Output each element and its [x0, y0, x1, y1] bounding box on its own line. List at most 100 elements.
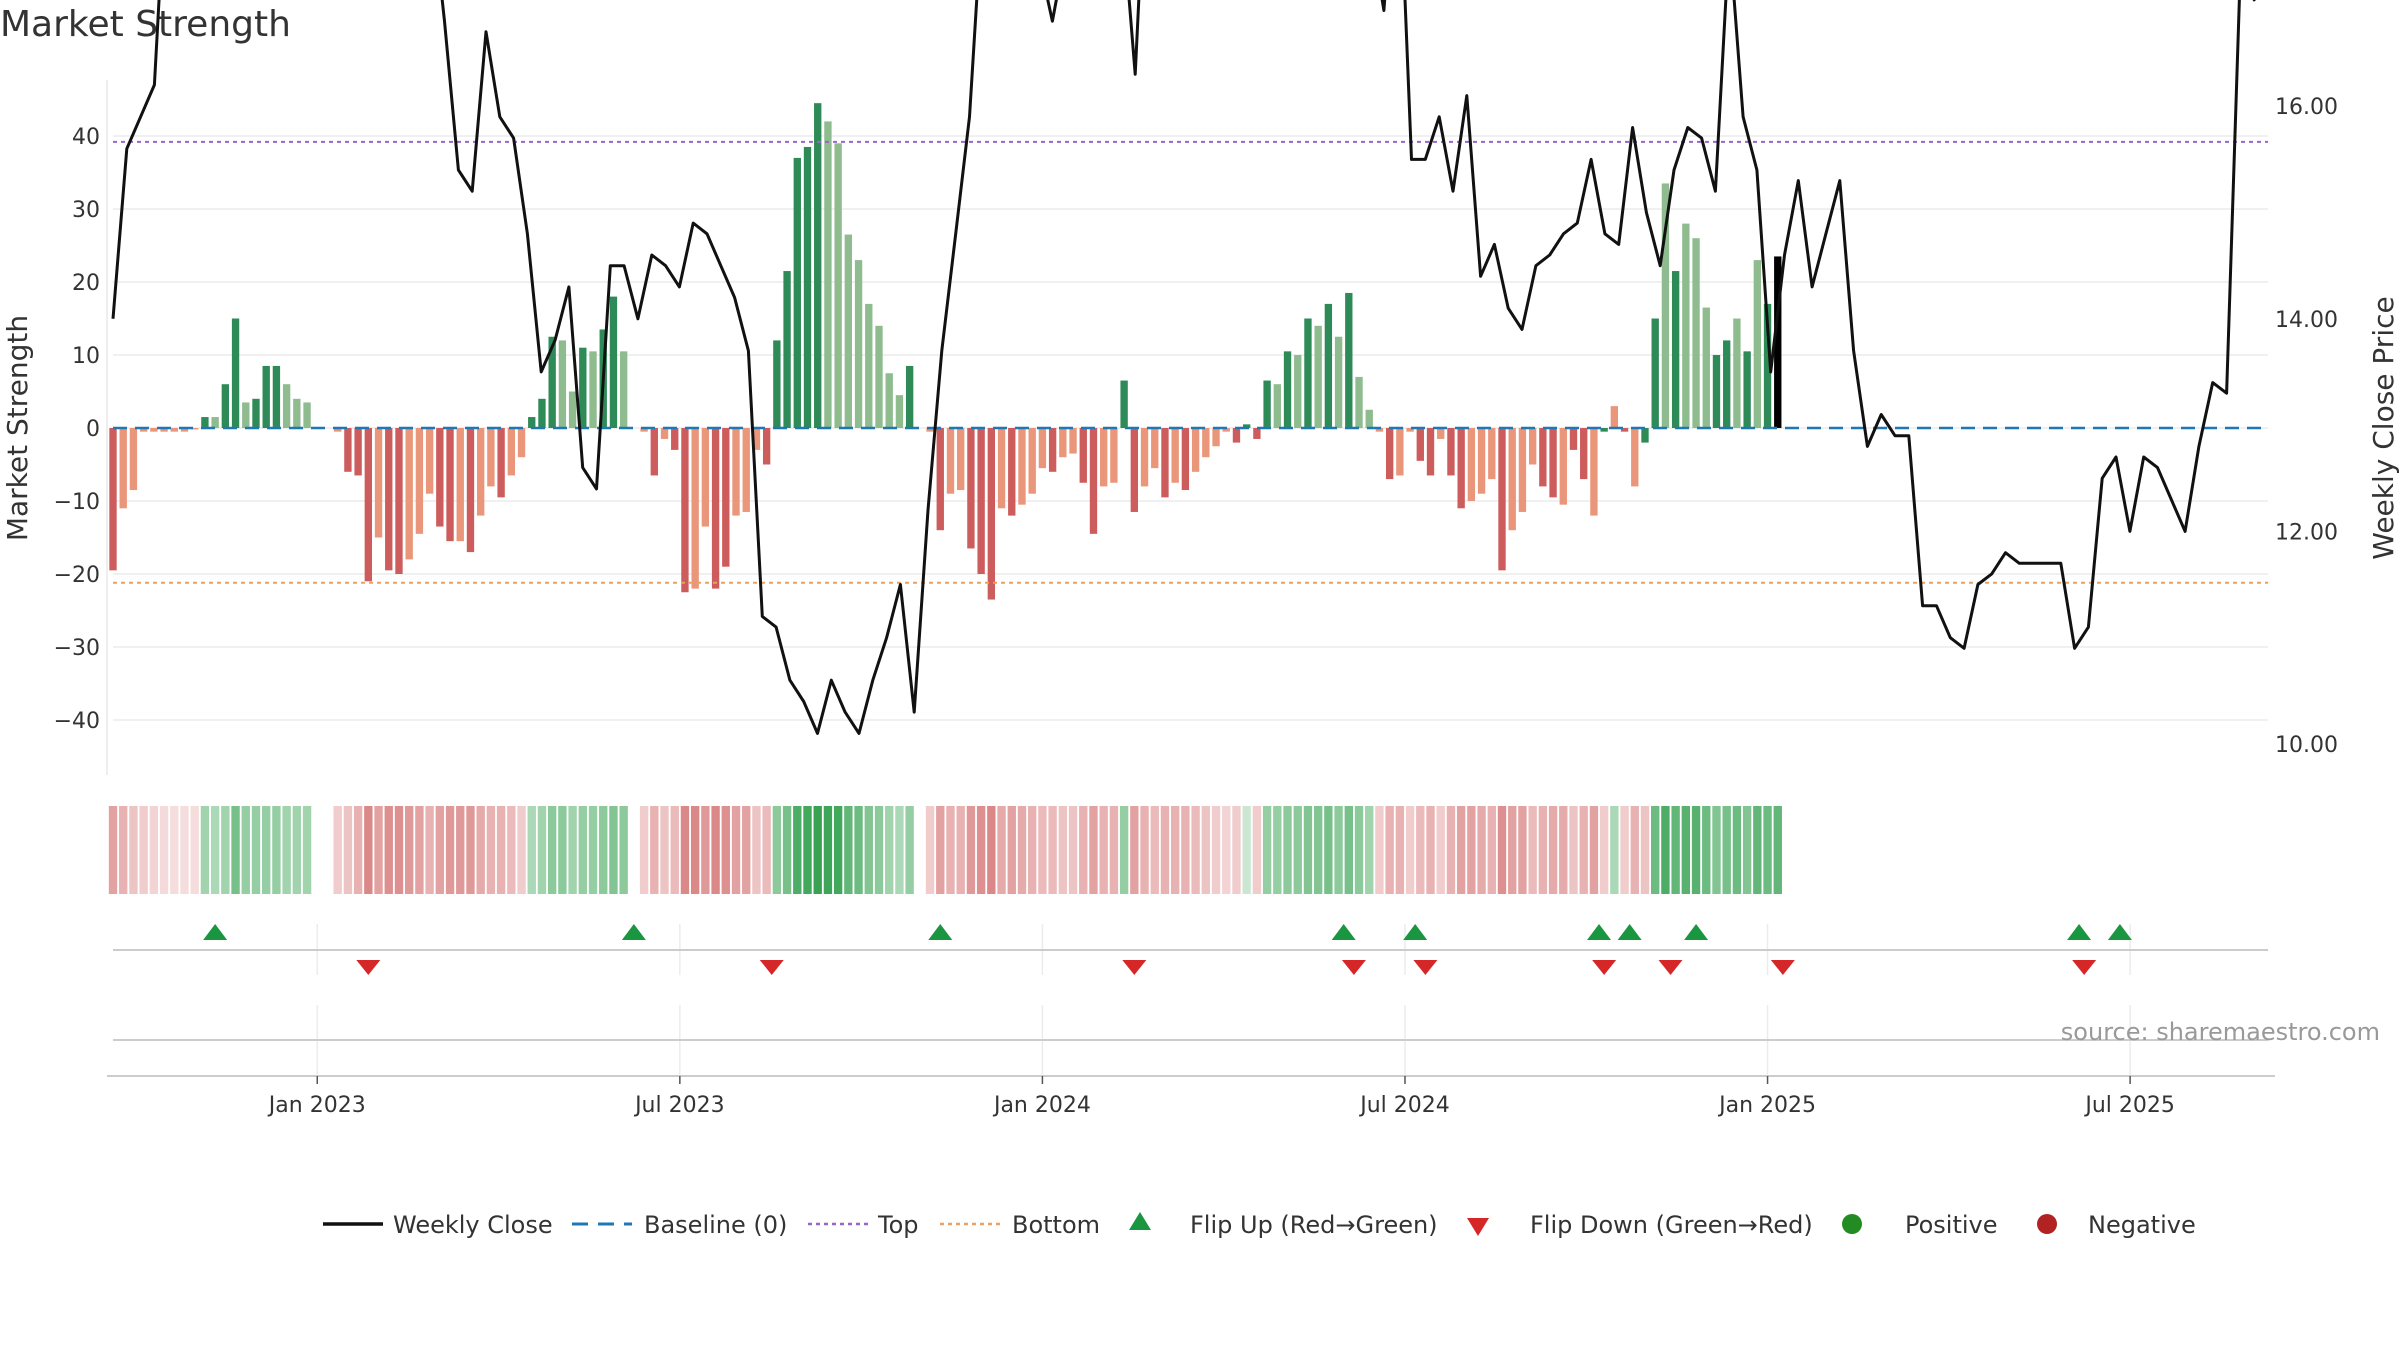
heat-cell	[149, 806, 159, 894]
strength-bar	[793, 157, 801, 428]
dots-panel: source: sharemaestro.com	[107, 1005, 2380, 1077]
strength-bar	[1437, 428, 1445, 439]
y-left-tick-label: 40	[72, 125, 100, 150]
heat-cell	[282, 806, 291, 894]
legend-label-positive: Positive	[1905, 1211, 1998, 1239]
heat-cell	[1028, 806, 1037, 894]
heat-cell	[1150, 806, 1159, 894]
heat-cell	[619, 806, 628, 894]
flip-up-marker	[928, 924, 953, 940]
heat-cell	[1477, 806, 1486, 894]
strength-bar	[293, 398, 301, 428]
strength-bar	[456, 428, 464, 542]
heat-cell	[844, 806, 853, 894]
strength-bar	[1467, 428, 1476, 501]
strength-bar	[129, 428, 138, 491]
heat-cell	[936, 806, 945, 894]
heat-cell	[1385, 806, 1394, 894]
legend-item-weekly-close: Weekly Close	[323, 1211, 553, 1239]
y-left-axis-title: Market Strength	[1, 315, 34, 541]
heat-cell	[456, 806, 465, 894]
strength-bar	[252, 398, 260, 428]
strength-bar	[1232, 428, 1241, 443]
strength-bar	[1763, 303, 1772, 428]
heat-cell	[159, 806, 169, 894]
heat-cell	[466, 806, 475, 894]
heat-cell	[905, 806, 914, 894]
strength-bar	[691, 428, 699, 589]
legend-item-positive: Positive	[1842, 1211, 1998, 1239]
y-right-tick-label: 12.00	[2275, 520, 2338, 545]
strength-bar	[1263, 380, 1271, 428]
y-left-tick-label: −10	[54, 490, 100, 515]
flip-up-marker	[621, 924, 646, 940]
strength-bar	[722, 428, 730, 567]
heat-cell	[1436, 806, 1445, 894]
strength-bar	[1416, 428, 1424, 461]
heat-cell	[885, 806, 894, 894]
heat-cell	[1773, 806, 1782, 894]
y-left-tick-label: 30	[72, 198, 100, 223]
heat-cell	[251, 806, 261, 894]
y-right-tick-label: 16.00	[2275, 95, 2338, 120]
strength-bar	[425, 428, 434, 494]
strength-bar	[1396, 428, 1404, 476]
legend-label-negative: Negative	[2088, 1211, 2196, 1239]
strength-bar	[303, 402, 311, 428]
heat-cell	[1589, 806, 1599, 894]
heat-cell	[537, 806, 547, 894]
strength-bar	[957, 428, 965, 491]
heat-cell	[833, 806, 843, 894]
strength-bar	[1273, 384, 1281, 428]
strength-bar	[1079, 428, 1087, 483]
strength-bar	[1723, 340, 1731, 428]
strength-bar	[1314, 325, 1322, 428]
strength-bar	[773, 340, 781, 428]
flip-down-marker	[356, 960, 381, 975]
heat-cell	[1487, 806, 1496, 894]
heat-cell	[1763, 806, 1772, 894]
strength-bar	[1120, 380, 1128, 428]
strength-bar	[762, 428, 771, 465]
heat-cell	[302, 806, 312, 894]
strength-bar	[1651, 318, 1659, 428]
legend-item-bottom: Bottom	[940, 1211, 1100, 1239]
strength-bar	[1580, 428, 1588, 480]
heat-cell	[1416, 806, 1425, 894]
heat-cell	[946, 806, 955, 894]
strength-bar	[1345, 292, 1353, 428]
heat-cell	[353, 806, 363, 894]
heat-cell	[803, 806, 812, 894]
strength-bar	[221, 384, 230, 428]
strength-bar	[364, 428, 373, 582]
strength-bar	[1130, 428, 1139, 512]
strength-bar	[1181, 428, 1190, 491]
strength-bar	[1518, 428, 1527, 512]
heat-cell	[119, 806, 128, 894]
strength-bar	[1069, 428, 1077, 454]
strength-bar	[1028, 428, 1036, 494]
legend-positive-icon	[1842, 1214, 1862, 1234]
heat-cell	[1599, 806, 1609, 894]
heat-cell	[1048, 806, 1057, 894]
heat-cell	[588, 806, 598, 894]
heat-cell	[721, 806, 730, 894]
legend-label-bottom: Bottom	[1012, 1211, 1100, 1239]
x-tick-label: Jan 2024	[992, 1093, 1091, 1118]
heat-cell	[415, 806, 424, 894]
strength-bar	[885, 373, 893, 428]
strength-bar	[160, 428, 168, 432]
strength-bar	[1334, 336, 1343, 428]
legend-label-flip-up: Flip Up (Red→Green)	[1190, 1211, 1438, 1239]
strength-bar	[1702, 307, 1710, 428]
heat-cell	[639, 806, 649, 894]
heat-cell	[1528, 806, 1537, 894]
source-credit: source: sharemaestro.com	[2061, 1018, 2380, 1046]
heat-cell	[1181, 806, 1190, 894]
strength-bar	[640, 428, 648, 432]
flip-markers-panel	[113, 924, 2268, 975]
heat-cell	[1405, 806, 1415, 894]
strength-bar	[538, 398, 546, 428]
